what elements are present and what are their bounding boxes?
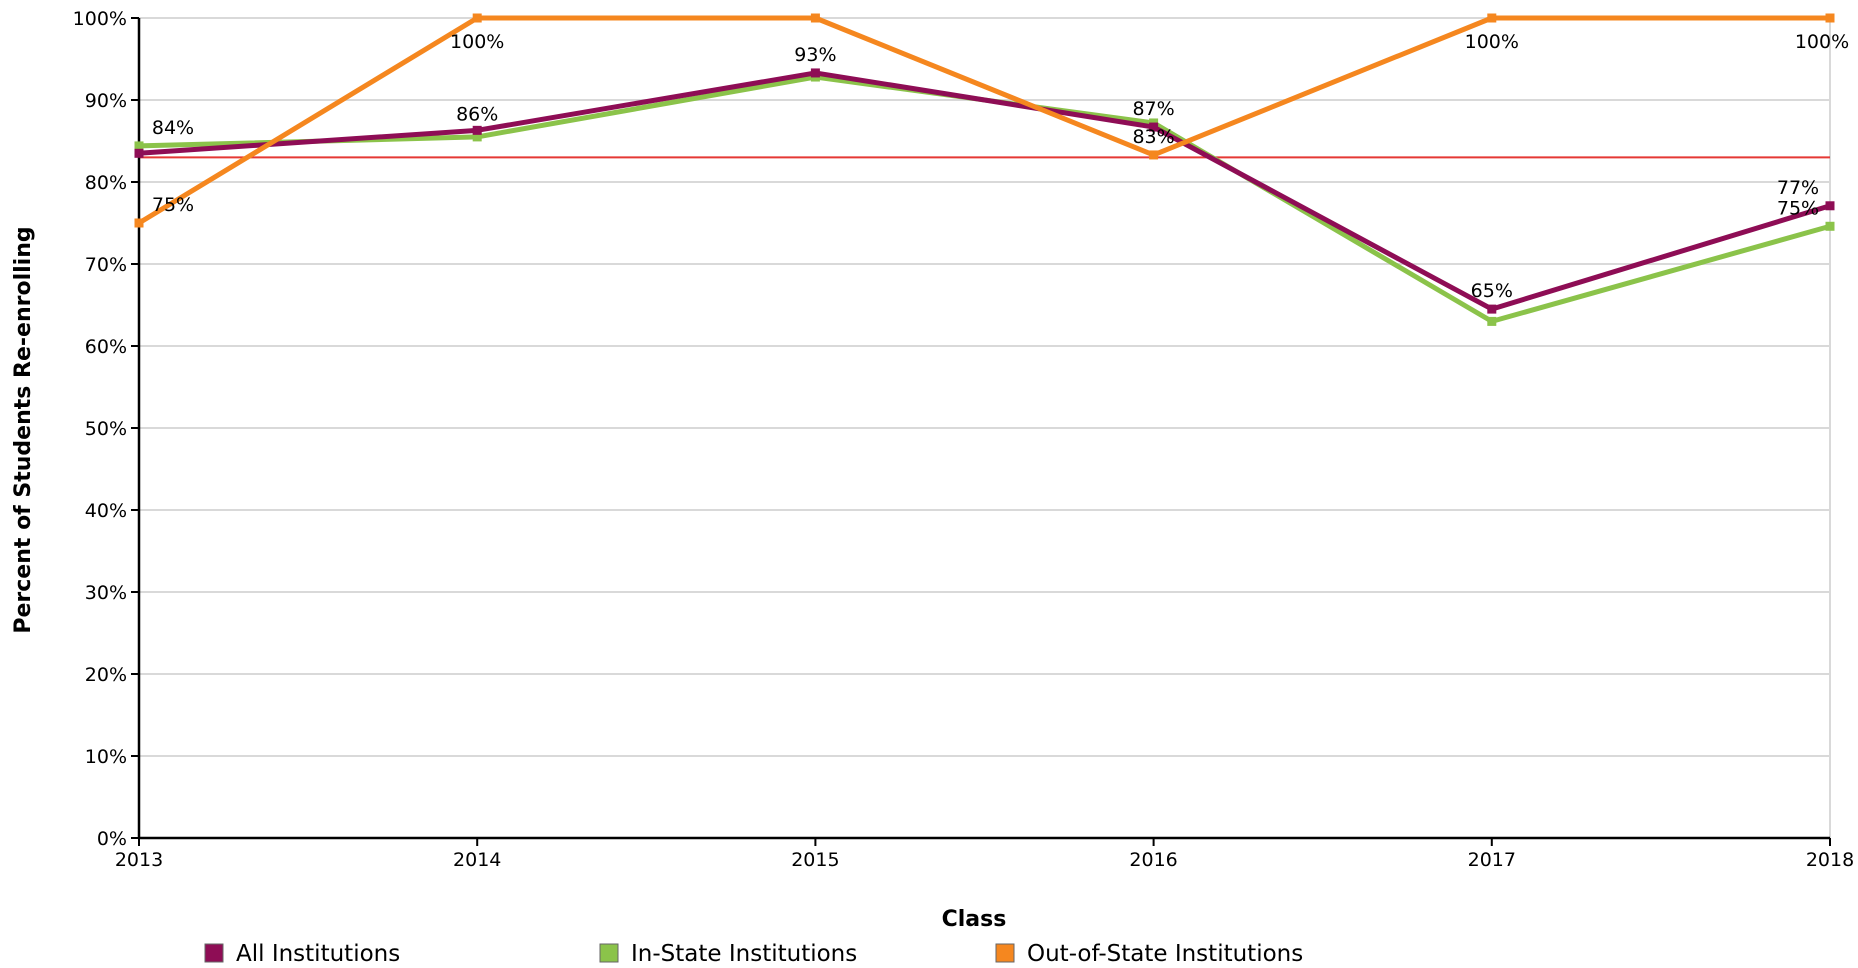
legend-swatch (995, 943, 1015, 963)
y-tick-label: 20% (85, 664, 127, 686)
data-point (1487, 316, 1497, 326)
data-point (810, 68, 820, 78)
series-line (137, 15, 1830, 226)
x-axis-ticks: 2013 2014 2015 2016 2017 2018 (115, 838, 1854, 871)
legend-label: In-State Institutions (631, 941, 857, 967)
data-label: 75% (1777, 197, 1819, 219)
data-point (1825, 221, 1835, 231)
data-label: 87% (1132, 98, 1174, 120)
x-tick-label: 2014 (453, 849, 501, 871)
data-label: 100% (1795, 31, 1849, 53)
y-tick-label: 40% (85, 500, 127, 522)
data-point (810, 13, 820, 23)
series-line (138, 70, 1831, 312)
y-axis-ticks: 0% 10% 20% 30% 40% 50% 60% 70% 80% 90% 100% (73, 8, 139, 850)
data-label: 84% (152, 117, 194, 139)
data-point (472, 125, 482, 135)
data-label: 75% (152, 194, 194, 216)
data-point (1487, 13, 1497, 23)
x-tick-label: 2017 (1468, 849, 1516, 871)
y-tick-label: 90% (85, 90, 127, 112)
data-label: 100% (1465, 31, 1519, 53)
y-axis-title: Percent of Students Re-enrolling (11, 226, 36, 633)
data-point (134, 141, 144, 151)
y-tick-label: 10% (85, 746, 127, 768)
x-tick-label: 2015 (791, 849, 839, 871)
data-label: 77% (1777, 177, 1819, 199)
data-point (472, 13, 482, 23)
data-point (134, 218, 144, 228)
x-tick-label: 2016 (1129, 849, 1177, 871)
data-point (1825, 201, 1835, 211)
data-point (1487, 304, 1497, 314)
legend: All Institutions In-State Institutions Out… (204, 941, 1303, 967)
data-point (1149, 150, 1159, 160)
data-point (472, 132, 482, 142)
data-point (1149, 122, 1159, 132)
data-point (134, 148, 144, 158)
y-tick-label: 80% (85, 172, 127, 194)
data-label: 65% (1471, 280, 1513, 302)
y-tick-label: 70% (85, 254, 127, 276)
data-label: 83% (1132, 126, 1174, 148)
x-tick-label: 2018 (1806, 849, 1854, 871)
legend-label: All Institutions (236, 941, 400, 967)
y-tick-label: 60% (85, 336, 127, 358)
data-label: 100% (450, 31, 504, 53)
x-tick-label: 2013 (115, 849, 163, 871)
series-all-institutions (134, 68, 1835, 314)
x-axis-title: Class (942, 907, 1007, 932)
data-labels: 86% 93% 87% 65% 77% 84% 75% 75% 100% 83% 100% 100% (152, 31, 1849, 302)
legend-item: In-State Institutions (599, 941, 857, 967)
y-tick-label: 50% (85, 418, 127, 440)
y-tick-label: 100% (73, 8, 127, 30)
data-point (1825, 13, 1835, 23)
series-lines (134, 13, 1835, 326)
data-label: 86% (456, 103, 498, 125)
y-tick-label: 30% (85, 582, 127, 604)
legend-item: Out-of-State Institutions (995, 941, 1303, 967)
series-in-state-institutions (134, 72, 1835, 326)
legend-label: Out-of-State Institutions (1027, 941, 1303, 967)
legend-item: All Institutions (204, 941, 400, 967)
legend-swatch (204, 943, 224, 963)
data-label: 93% (794, 44, 836, 66)
series-out-of-state-institutions (134, 13, 1835, 228)
legend-swatch (599, 943, 619, 963)
y-tick-label: 0% (97, 828, 127, 850)
